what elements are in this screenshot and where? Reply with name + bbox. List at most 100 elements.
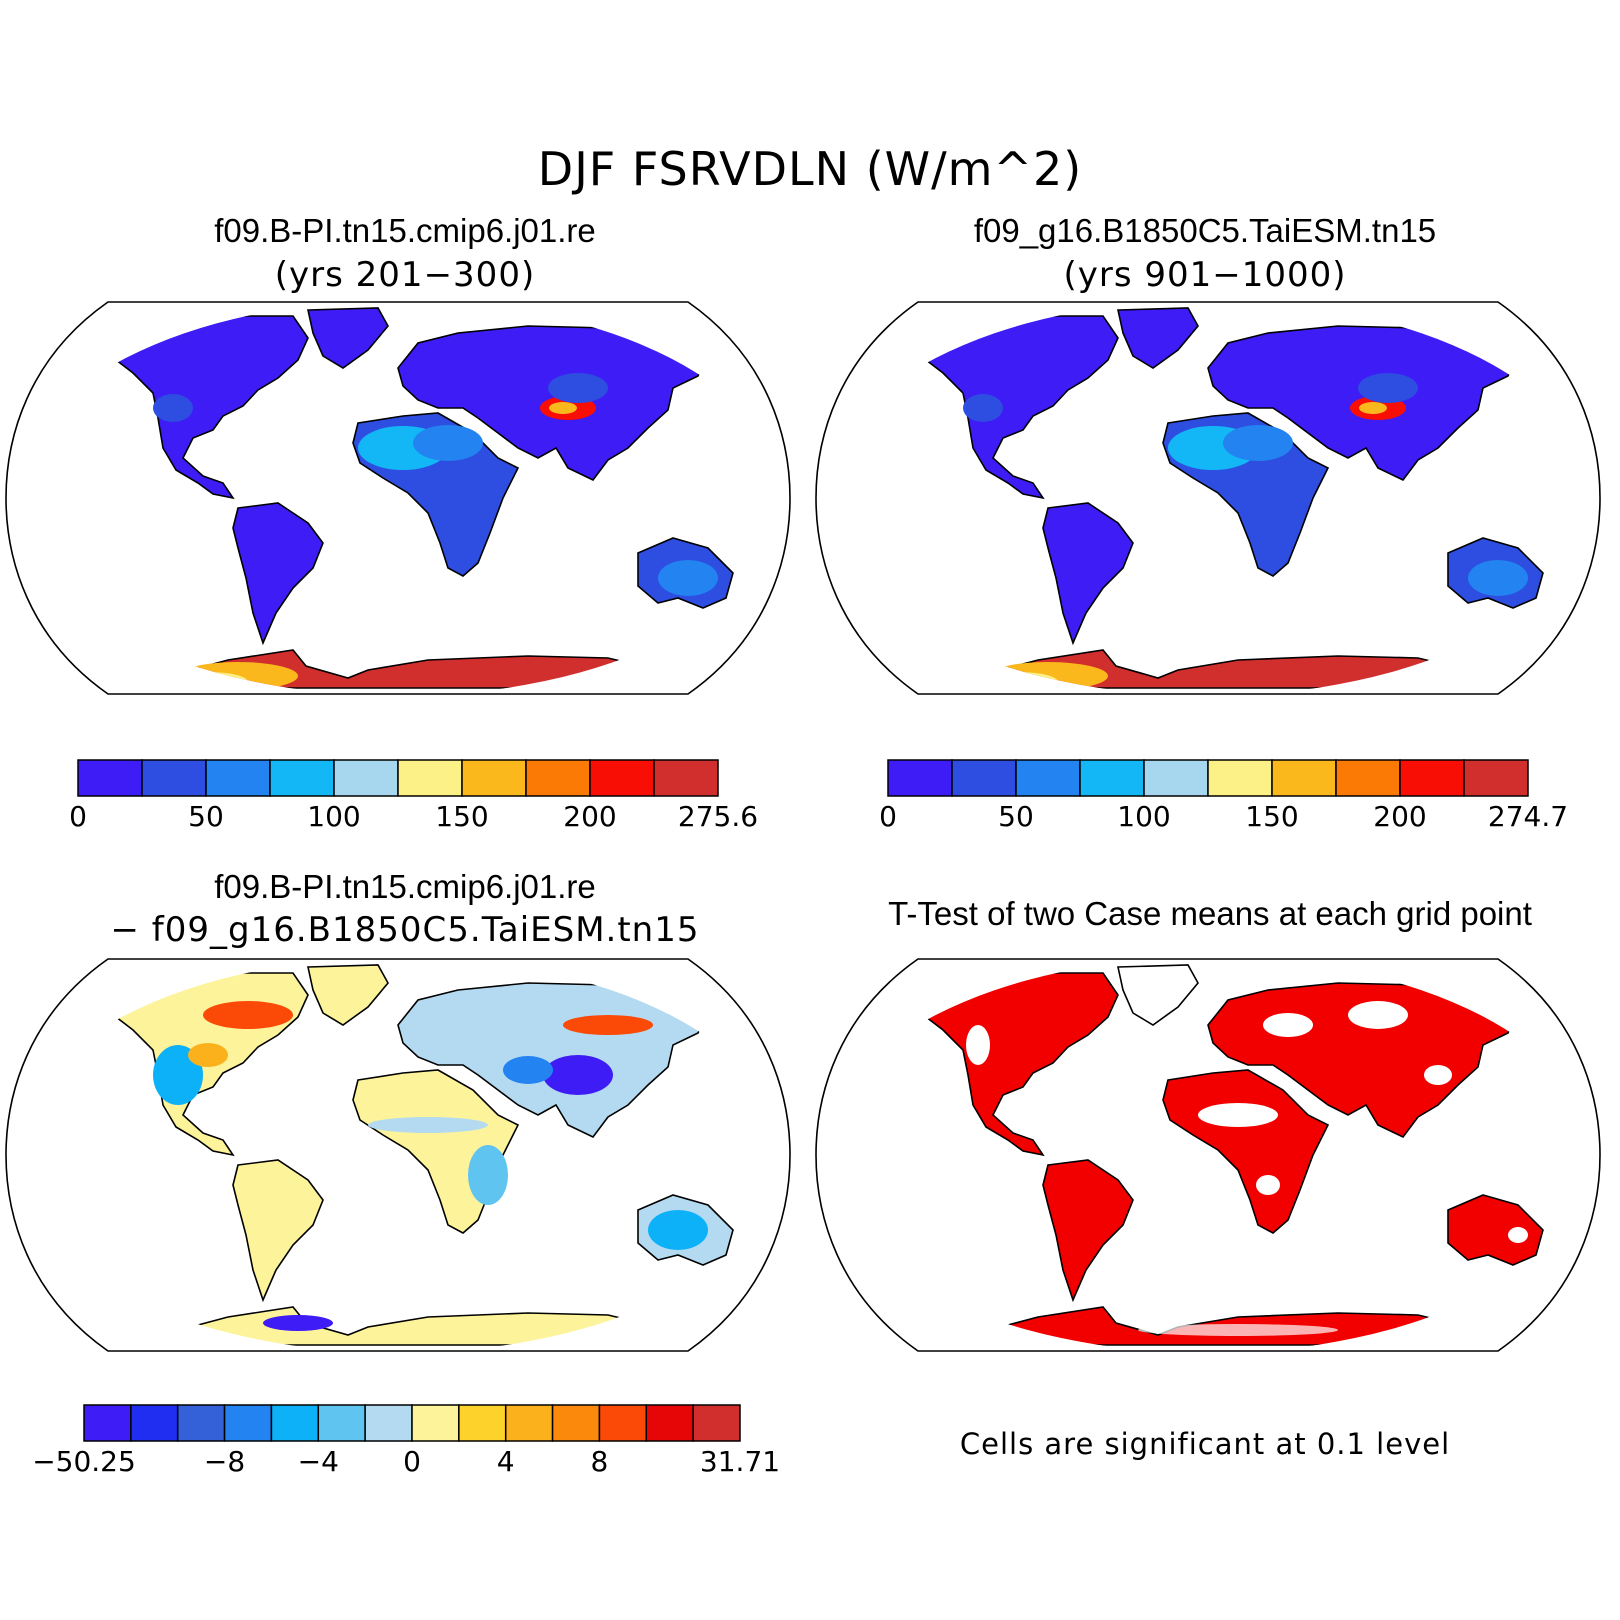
colorbar-case2: 0 50 100 150 200 274.7 bbox=[879, 759, 1568, 840]
colorbar-swatch bbox=[397, 759, 463, 797]
field-blob bbox=[263, 1315, 333, 1331]
map-diff bbox=[5, 958, 791, 1352]
colorbar-swatch bbox=[551, 1404, 601, 1442]
field-blob bbox=[648, 1210, 708, 1250]
colorbar-tick-label: 8 bbox=[590, 1445, 609, 1478]
colorbar-swatch bbox=[1399, 759, 1465, 797]
colorbar-swatch bbox=[130, 1404, 179, 1442]
colorbar-swatch bbox=[411, 1404, 460, 1442]
southAmerica-landmass bbox=[232, 502, 324, 646]
panel-diff-subtitle: − f09_g16.B1850C5.TaiESM.tn15 bbox=[110, 910, 700, 950]
panel-case1-subtitle: (yrs 201−300) bbox=[274, 255, 536, 295]
field-blob bbox=[468, 1145, 508, 1205]
colorbar-swatch bbox=[525, 759, 591, 797]
antarctica-landmass bbox=[167, 1306, 660, 1346]
field-blob bbox=[658, 560, 718, 596]
colorbar-tick-label: 274.7 bbox=[1487, 800, 1569, 833]
field-blob bbox=[203, 1001, 293, 1029]
map-frame bbox=[5, 958, 791, 1352]
field-blob bbox=[1468, 560, 1528, 596]
colorbar-tick-label: 0 bbox=[879, 800, 897, 833]
colorbar-tick-label: 275.6 bbox=[677, 800, 759, 833]
northAmerica-landmass bbox=[101, 315, 309, 500]
southAmerica-landmass bbox=[1042, 1159, 1134, 1303]
colorbar-tick-label: −4 bbox=[297, 1445, 339, 1478]
colorbar-swatch bbox=[645, 1404, 694, 1442]
colorbar-swatch bbox=[1271, 759, 1337, 797]
colorbar-tick-label: −8 bbox=[203, 1445, 246, 1478]
colorbar-swatch bbox=[1335, 759, 1401, 797]
field-blob bbox=[1138, 1324, 1338, 1336]
colorbar-swatch bbox=[1143, 759, 1209, 797]
colorbar-swatch bbox=[504, 1404, 554, 1442]
colorbar-tick-label: 0 bbox=[69, 800, 87, 833]
field-blob bbox=[188, 1043, 228, 1067]
northAmerica-landmass bbox=[911, 315, 1119, 500]
field-blob bbox=[548, 373, 608, 403]
colorbar-tick-label: 0 bbox=[403, 1445, 421, 1478]
field-blob bbox=[1263, 1013, 1313, 1037]
field-blob bbox=[549, 402, 577, 414]
colorbar-swatch bbox=[223, 1404, 273, 1442]
colorbar-tick-label: 150 bbox=[1245, 800, 1299, 833]
colorbar-swatch bbox=[1463, 759, 1529, 797]
colorbar-swatch bbox=[77, 759, 143, 797]
field-blob bbox=[978, 672, 1058, 692]
northAmerica-landmass bbox=[911, 972, 1119, 1157]
greenland-landmass bbox=[307, 307, 389, 369]
colorbar-swatch bbox=[1207, 759, 1273, 797]
panel-case1-title: f09.B-PI.tn15.cmip6.j01.re bbox=[214, 212, 596, 249]
colorbar-tick-label: 50 bbox=[188, 800, 224, 833]
map-frame bbox=[5, 301, 791, 695]
field-blob bbox=[1508, 1227, 1528, 1243]
colorbar-swatches bbox=[77, 759, 719, 797]
colorbar-swatch bbox=[1079, 759, 1145, 797]
colorbar-swatch bbox=[653, 759, 719, 797]
colorbar-swatch bbox=[589, 759, 655, 797]
africa-landmass bbox=[1162, 1069, 1330, 1234]
field-blob bbox=[1358, 373, 1418, 403]
panel-ttest-title: T-Test of two Case means at each grid po… bbox=[888, 895, 1532, 932]
colorbar-tick-label: 150 bbox=[435, 800, 489, 833]
field-blob bbox=[543, 1055, 613, 1095]
colorbar-swatch bbox=[887, 759, 953, 797]
colorbar-tick-label: 4 bbox=[496, 1445, 515, 1478]
colorbar-tick-label: 100 bbox=[307, 800, 361, 833]
colorbar-swatches bbox=[83, 1404, 741, 1442]
colorbar-swatch bbox=[1015, 759, 1081, 797]
field-blob bbox=[1348, 1001, 1408, 1029]
colorbar-swatch bbox=[141, 759, 207, 797]
map-frame bbox=[815, 958, 1601, 1352]
australia-landmass bbox=[1447, 1194, 1544, 1266]
southAmerica-landmass bbox=[1042, 502, 1134, 646]
colorbar-swatches bbox=[887, 759, 1529, 797]
field-blob bbox=[413, 425, 483, 461]
field-blob bbox=[1256, 1175, 1280, 1195]
field-blob bbox=[368, 1117, 488, 1133]
colorbar-tick-label: 200 bbox=[563, 800, 617, 833]
map-frame bbox=[815, 301, 1601, 695]
field-blob bbox=[1198, 1103, 1278, 1127]
colorbar-case1: 0 50 100 150 200 275.6 bbox=[69, 759, 758, 840]
colorbar-tick-label: 31.71 bbox=[699, 1445, 781, 1478]
panel-case2-subtitle: (yrs 901−1000) bbox=[1063, 255, 1347, 295]
field-blob bbox=[1040, 1294, 1056, 1306]
colorbar-swatch bbox=[270, 1404, 320, 1442]
map-case2 bbox=[815, 301, 1601, 695]
colorbar-swatch bbox=[176, 1404, 226, 1442]
panel-diff-title: f09.B-PI.tn15.cmip6.j01.re bbox=[214, 868, 596, 905]
colorbar-swatch bbox=[83, 1404, 132, 1442]
colorbar-swatch bbox=[333, 759, 399, 797]
colorbar-swatch bbox=[951, 759, 1017, 797]
colorbar-swatch bbox=[269, 759, 335, 797]
field-blob bbox=[966, 1025, 990, 1065]
colorbar-diff: −50.25 −8 −4 0 4 8 31.71 bbox=[32, 1404, 780, 1485]
southAmerica-landmass bbox=[232, 1159, 324, 1303]
field-blob bbox=[563, 1015, 653, 1035]
field-blob bbox=[963, 394, 1003, 422]
field-blob bbox=[168, 672, 248, 692]
colorbar-tick-label: −50.25 bbox=[32, 1445, 136, 1478]
figure-title: DJF FSRVDLN (W/m^2) bbox=[537, 142, 1083, 196]
colorbar-swatch bbox=[692, 1404, 741, 1442]
field-blob bbox=[1359, 402, 1387, 414]
